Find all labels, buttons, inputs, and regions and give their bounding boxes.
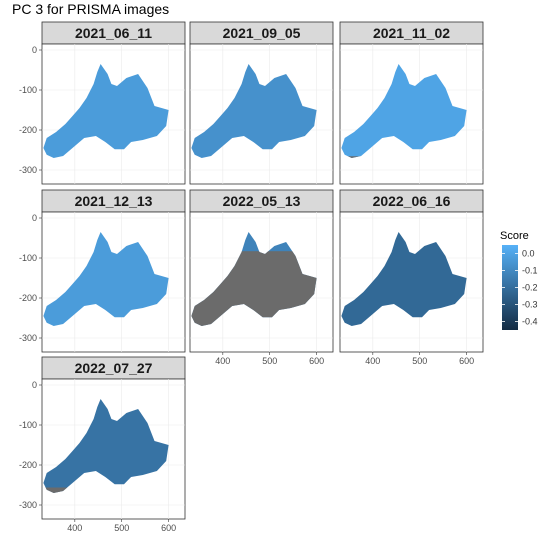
- facet-panel: 2022_05_13 400 500 600: [190, 190, 333, 366]
- x-tick-label: 500: [262, 356, 277, 366]
- legend-title: Score: [500, 230, 529, 242]
- y-tick-label: 0: [32, 45, 37, 55]
- facet-label: 2022_06_16: [373, 193, 451, 209]
- x-tick-label: 600: [161, 523, 176, 533]
- y-tick-label: -200: [19, 293, 37, 303]
- legend: Score 0.0 -0.1 -0.2 -0.3 -0.4: [500, 230, 538, 330]
- x-tick-label: 600: [309, 356, 324, 366]
- legend-label: -0.3: [522, 300, 538, 310]
- y-tick-label: -100: [19, 85, 37, 95]
- facet-panel: 2022_07_27 0 -100 -200 -300 400 500 600: [19, 357, 185, 533]
- x-tick-label: 500: [412, 356, 427, 366]
- x-tick-label: 500: [114, 523, 129, 533]
- y-tick-label: -100: [19, 253, 37, 263]
- y-tick-label: -100: [19, 420, 37, 430]
- y-tick-label: -300: [19, 500, 37, 510]
- facet-label: 2022_05_13: [223, 193, 301, 209]
- y-tick-label: -200: [19, 460, 37, 470]
- legend-label: -0.4: [522, 317, 538, 327]
- facet-panel: 2021_12_13 0 -100 -200 -300: [19, 190, 185, 352]
- facet-panel: 2022_06_16 400 500 600: [340, 190, 483, 366]
- facet-panel: 2021_09_05: [190, 22, 333, 184]
- y-tick-label: -300: [19, 165, 37, 175]
- facet-label: 2021_09_05: [223, 25, 301, 41]
- legend-label: -0.2: [522, 283, 538, 293]
- y-tick-label: -300: [19, 333, 37, 343]
- facet-label: 2021_11_02: [373, 25, 450, 41]
- facet-label: 2022_07_27: [75, 360, 153, 376]
- x-tick-label: 400: [215, 356, 230, 366]
- facet-label: 2021_12_13: [75, 193, 153, 209]
- y-tick-label: 0: [32, 213, 37, 223]
- legend-label: -0.1: [522, 266, 538, 276]
- y-tick-label: 0: [32, 380, 37, 390]
- facet-panel: 2021_06_11 0 -100 -200 -300: [19, 22, 185, 184]
- legend-label: 0.0: [522, 249, 535, 259]
- x-tick-label: 600: [459, 356, 474, 366]
- x-tick-label: 400: [67, 523, 82, 533]
- facet-panel: 2021_11_02: [340, 22, 483, 184]
- y-tick-label: -200: [19, 125, 37, 135]
- facet-label: 2021_06_11: [75, 25, 152, 41]
- x-tick-label: 400: [365, 356, 380, 366]
